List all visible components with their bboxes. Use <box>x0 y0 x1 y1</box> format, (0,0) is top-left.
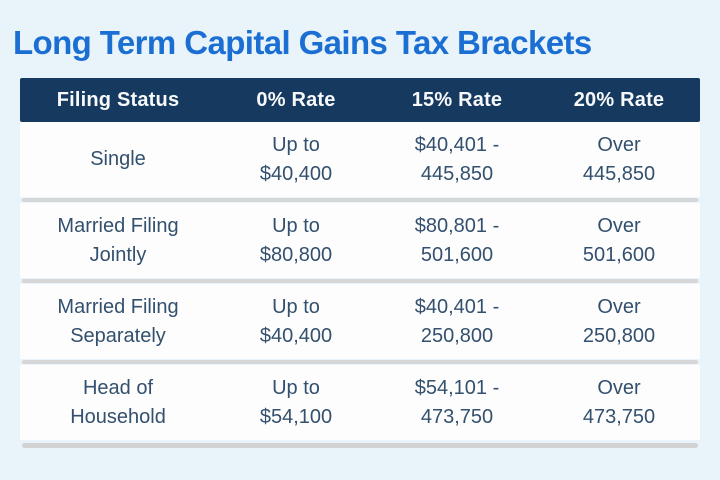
header-cell-20-rate: 20% Rate <box>573 88 665 111</box>
cell-mfs-0-rate: Up to $40,400 <box>259 296 333 347</box>
cell-hoh-status: Head of Household <box>70 377 166 428</box>
header-cell-0-rate: 0% Rate <box>256 88 336 111</box>
table-row-single: Single Up to $40,400 $40,401 - 445,850 O… <box>20 122 700 197</box>
table-header-row: Filing Status 0% Rate 15% Rate 20% Rate <box>20 78 700 122</box>
cell-mfs-20-rate: Over 250,800 <box>582 296 656 347</box>
cell-mfs-status: Married Filing Separately <box>57 296 179 347</box>
cell-hoh-15-rate: $54,101 - 473,750 <box>414 377 500 428</box>
cell-single-15-rate: $40,401 - 445,850 <box>414 134 500 185</box>
cell-single-0-rate: Up to $40,400 <box>259 134 333 185</box>
row-divider <box>22 279 698 283</box>
header-cell-filing-status: Filing Status <box>56 88 180 111</box>
row-divider <box>22 360 698 364</box>
page-title: Long Term Capital Gains Tax Brackets <box>13 24 592 61</box>
table-row-married-jointly: Married Filing Jointly Up to $80,800 $80… <box>20 203 700 278</box>
cell-hoh-20-rate: Over 473,750 <box>582 377 656 428</box>
cell-mfj-15-rate: $80,801 - 501,600 <box>414 215 500 266</box>
tax-brackets-table: Filing Status 0% Rate 15% Rate 20% Rate … <box>20 78 700 448</box>
cell-single-status: Single <box>90 148 146 171</box>
header-cell-15-rate: 15% Rate <box>411 88 503 111</box>
cell-mfj-20-rate: Over 501,600 <box>582 215 656 266</box>
table-bottom-divider <box>22 443 698 448</box>
cell-mfs-15-rate: $40,401 - 250,800 <box>414 296 500 347</box>
table-row-married-separately: Married Filing Separately Up to $40,400 … <box>20 284 700 359</box>
cell-single-20-rate: Over 445,850 <box>582 134 656 185</box>
cell-hoh-0-rate: Up to $54,100 <box>259 377 333 428</box>
table-row-head-of-household: Head of Household Up to $54,100 $54,101 … <box>20 365 700 440</box>
cell-mfj-status: Married Filing Jointly <box>57 215 179 266</box>
cell-mfj-0-rate: Up to $80,800 <box>259 215 333 266</box>
row-divider <box>22 198 698 202</box>
